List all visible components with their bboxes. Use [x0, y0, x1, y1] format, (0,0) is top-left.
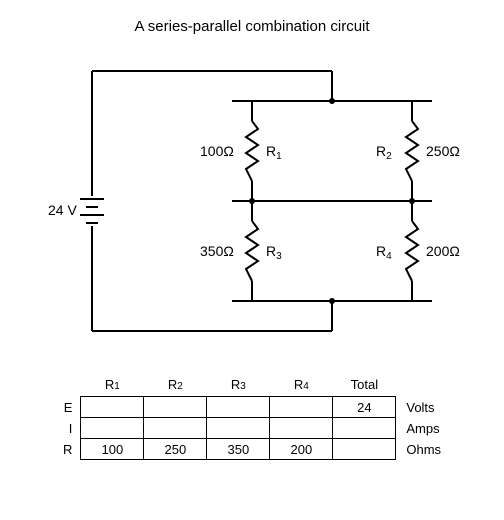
col-total: Total — [333, 375, 396, 397]
col-r4: R4 — [270, 375, 333, 397]
row-label-i: I — [62, 418, 81, 439]
cell: 100 — [81, 439, 144, 460]
table-row: R 100 250 350 200 Ohms — [62, 439, 442, 460]
row-label-e: E — [62, 397, 81, 418]
cell — [207, 418, 270, 439]
cell — [144, 397, 207, 418]
r3-name: R3 — [266, 243, 282, 262]
r3-value: 350Ω — [200, 243, 234, 259]
unit-volts: Volts — [396, 397, 442, 418]
page-title: A series-parallel combination circuit — [0, 0, 504, 41]
source-label: 24 V — [48, 202, 77, 218]
cell — [144, 418, 207, 439]
table-row: I Amps — [62, 418, 442, 439]
unit-amps: Amps — [396, 418, 442, 439]
r4-name: R4 — [376, 243, 392, 262]
cell — [81, 397, 144, 418]
cell — [207, 397, 270, 418]
col-r2: R2 — [144, 375, 207, 397]
cell — [333, 418, 396, 439]
unit-ohms: Ohms — [396, 439, 442, 460]
r1-name: R1 — [266, 143, 282, 162]
cell — [333, 439, 396, 460]
r2-name: R2 — [376, 143, 392, 162]
r1-value: 100Ω — [200, 143, 234, 159]
table-header-row: R1 R2 R3 R4 Total — [62, 375, 442, 397]
cell: 24 — [333, 397, 396, 418]
col-r3: R3 — [207, 375, 270, 397]
cell — [270, 397, 333, 418]
row-label-r: R — [62, 439, 81, 460]
circuit-diagram: 24 V 100Ω R1 R2 250Ω 350Ω R3 R4 200Ω — [0, 41, 504, 361]
r4-value: 200Ω — [426, 243, 460, 259]
col-r1: R1 — [81, 375, 144, 397]
cell — [270, 418, 333, 439]
cell: 350 — [207, 439, 270, 460]
values-table: R1 R2 R3 R4 Total E 24 Volts I Amps R 10… — [62, 375, 442, 460]
r2-value: 250Ω — [426, 143, 460, 159]
table-row: E 24 Volts — [62, 397, 442, 418]
cell — [81, 418, 144, 439]
cell: 250 — [144, 439, 207, 460]
cell: 200 — [270, 439, 333, 460]
